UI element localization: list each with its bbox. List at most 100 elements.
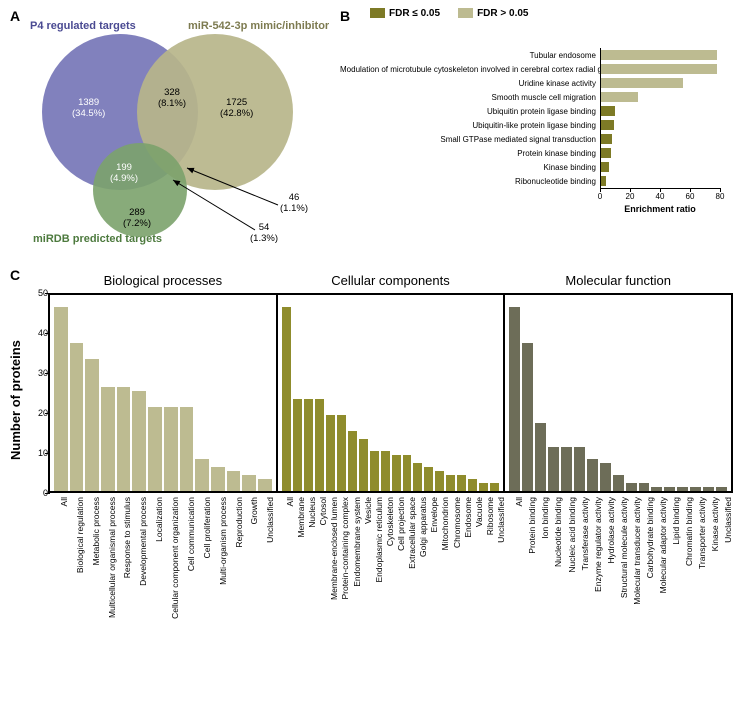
enrichment-row: Modulation of microtubule cytoskeleton i… bbox=[340, 62, 740, 76]
enrichment-label: Tubular endosome bbox=[340, 51, 600, 60]
subplot: Molecular function bbox=[505, 295, 731, 491]
go-bar bbox=[716, 487, 727, 491]
enrichment-label: Smooth muscle cell migration bbox=[340, 93, 600, 102]
go-bar bbox=[561, 447, 572, 491]
go-bar bbox=[690, 487, 701, 491]
go-bar bbox=[258, 479, 272, 491]
enrichment-label: Ribonucleotide binding bbox=[340, 177, 600, 186]
go-bar bbox=[315, 399, 324, 491]
go-bar bbox=[164, 407, 178, 491]
enrichment-label: Uridine kinase activity bbox=[340, 79, 600, 88]
go-bar bbox=[626, 483, 637, 491]
enrichment-label: Small GTPase mediated signal transductio… bbox=[340, 135, 600, 144]
enrichment-row: Tubular endosome bbox=[340, 48, 740, 62]
venn-p4-mir: 328(8.1%) bbox=[158, 88, 186, 110]
go-bar bbox=[101, 387, 115, 491]
subplot: Cellular components bbox=[278, 295, 506, 491]
go-bar bbox=[548, 447, 559, 491]
venn-mir-only: 1725(42.8%) bbox=[220, 98, 253, 120]
enrichment-row: Ribonucleotide binding bbox=[340, 174, 740, 188]
subplot-title: Cellular components bbox=[278, 273, 504, 288]
go-bar bbox=[457, 475, 466, 491]
go-bar bbox=[392, 455, 401, 491]
go-bar bbox=[117, 387, 131, 491]
go-bar bbox=[446, 475, 455, 491]
enrichment-bar bbox=[600, 120, 614, 130]
enrichment-row: Kinase binding bbox=[340, 160, 740, 174]
go-bar bbox=[148, 407, 162, 491]
enrichment-row: Ubiquitin-like protein ligase binding bbox=[340, 118, 740, 132]
enrichment-label: Ubiquitin-like protein ligase binding bbox=[340, 121, 600, 130]
panel-c-plots: Biological processesCellular componentsM… bbox=[48, 293, 733, 493]
go-bar bbox=[211, 467, 225, 491]
venn-mir-mirdb: 46(1.1%) bbox=[280, 193, 308, 215]
panel-b-legend: FDR ≤ 0.05 FDR > 0.05 bbox=[370, 8, 528, 19]
enrichment-bar bbox=[600, 162, 609, 172]
venn-p4-mirdb: 199(4.9%) bbox=[110, 163, 138, 185]
subplot: Biological processes bbox=[50, 295, 278, 491]
go-bar bbox=[677, 487, 688, 491]
subplot-title: Molecular function bbox=[505, 273, 731, 288]
go-xlabel: Unclassified bbox=[265, 497, 275, 543]
go-bar bbox=[370, 451, 379, 491]
panel-c-label: C bbox=[10, 267, 20, 283]
go-bar bbox=[479, 483, 488, 491]
legend-swatch-ns bbox=[458, 8, 473, 18]
panel-b-label: B bbox=[340, 8, 350, 24]
enrichment-bar bbox=[600, 134, 612, 144]
subplot-title: Biological processes bbox=[50, 273, 276, 288]
go-bar bbox=[664, 487, 675, 491]
enrichment-row: Uridine kinase activity bbox=[340, 76, 740, 90]
go-bar bbox=[195, 459, 209, 491]
venn-mirdb-only: 289(7.2%) bbox=[123, 208, 151, 230]
go-bar bbox=[490, 483, 499, 491]
panel-c-ylabel: Number of proteins bbox=[8, 340, 23, 460]
go-bar bbox=[522, 343, 533, 491]
go-bar bbox=[70, 343, 84, 491]
enrichment-bar bbox=[600, 148, 611, 158]
panel-b-chart: Tubular endosome Modulation of microtubul… bbox=[340, 48, 740, 238]
go-bar bbox=[613, 475, 624, 491]
go-bar bbox=[703, 487, 714, 491]
go-bar bbox=[435, 471, 444, 491]
go-bar bbox=[381, 451, 390, 491]
go-xlabel: Unclassified bbox=[723, 497, 733, 543]
go-bar bbox=[424, 467, 433, 491]
go-bar bbox=[326, 415, 335, 491]
go-bar bbox=[304, 399, 313, 491]
venn-all3: 54(1.3%) bbox=[250, 223, 278, 245]
go-bar bbox=[227, 471, 241, 491]
go-bar bbox=[348, 431, 357, 491]
enrichment-bar bbox=[600, 78, 683, 88]
panel-a-label: A bbox=[10, 8, 20, 24]
go-bar bbox=[468, 479, 477, 491]
panel-c-yticks: 01020304050 bbox=[30, 293, 48, 493]
enrichment-row: Ubiquitin protein ligase binding bbox=[340, 104, 740, 118]
panel-a-venn: A P4 regulated targets miR-542-3p mimic/… bbox=[10, 8, 340, 253]
panel-c-xlabels: AllBiological regulationMetabolic proces… bbox=[48, 495, 733, 685]
go-bar bbox=[359, 439, 368, 491]
go-bar bbox=[293, 399, 302, 491]
go-bar bbox=[651, 487, 662, 491]
go-bar bbox=[132, 391, 146, 491]
venn-svg bbox=[25, 30, 335, 255]
enrichment-bar bbox=[600, 106, 615, 116]
go-bar bbox=[639, 483, 650, 491]
go-bar bbox=[574, 447, 585, 491]
enrichment-label: Modulation of microtubule cytoskeleton i… bbox=[340, 65, 600, 74]
enrichment-label: Ubiquitin protein ligase binding bbox=[340, 107, 600, 116]
panel-b-enrichment: B FDR ≤ 0.05 FDR > 0.05 Tubular endosome… bbox=[340, 8, 740, 253]
go-bar bbox=[85, 359, 99, 491]
go-bar bbox=[600, 463, 611, 491]
enrichment-bar bbox=[600, 50, 717, 60]
venn-p4-only: 1389(34.5%) bbox=[72, 98, 105, 120]
legend-swatch-sig bbox=[370, 8, 385, 18]
enrichment-label: Kinase binding bbox=[340, 163, 600, 172]
go-bar bbox=[413, 463, 422, 491]
enrichment-row: Small GTPase mediated signal transductio… bbox=[340, 132, 740, 146]
go-bar bbox=[242, 475, 256, 491]
go-bar bbox=[535, 423, 546, 491]
enrichment-bar bbox=[600, 64, 717, 74]
enrichment-row: Protein kinase binding bbox=[340, 146, 740, 160]
enrichment-bar bbox=[600, 92, 638, 102]
